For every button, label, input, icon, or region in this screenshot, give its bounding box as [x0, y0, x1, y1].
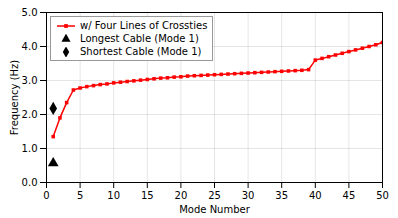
svg-text:35: 35	[275, 190, 288, 201]
svg-text:1.0: 1.0	[22, 143, 38, 154]
svg-text:5.0: 5.0	[22, 7, 38, 18]
svg-text:10: 10	[107, 190, 120, 201]
svg-text:Frequency (Hz): Frequency (Hz)	[9, 60, 20, 136]
html-text:w/ Four Lines of Crossties: w/ Four Lines of Crossties	[80, 20, 208, 31]
svg-text:25: 25	[208, 190, 221, 201]
svg-text:0.0: 0.0	[22, 177, 38, 188]
svg-text:15: 15	[141, 190, 154, 201]
svg-text:Mode Number: Mode Number	[179, 204, 250, 215]
svg-text:2.0: 2.0	[22, 109, 38, 120]
svg-text:0: 0	[43, 190, 49, 201]
svg-text:20: 20	[175, 190, 188, 201]
svg-text:45: 45	[343, 190, 356, 201]
svg-text:30: 30	[242, 190, 255, 201]
svg-text:50: 50	[376, 190, 389, 201]
html-text:Shortest Cable (Mode 1): Shortest Cable (Mode 1)	[80, 46, 202, 57]
svg-text:4.0: 4.0	[22, 41, 38, 52]
html-text:Longest Cable (Mode 1): Longest Cable (Mode 1)	[80, 33, 199, 44]
svg-text:40: 40	[309, 190, 322, 201]
svg-text:5: 5	[77, 190, 83, 201]
svg-text:3.0: 3.0	[22, 75, 38, 86]
